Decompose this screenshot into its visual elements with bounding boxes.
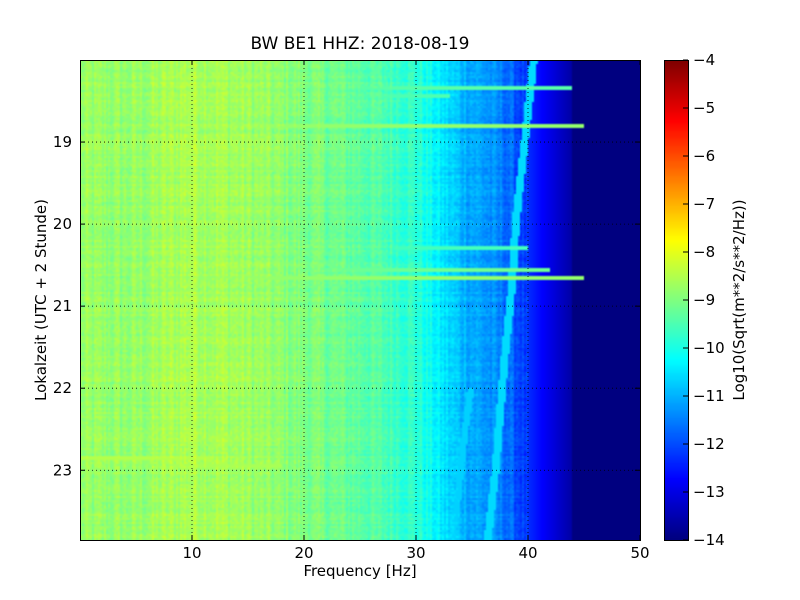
plot-frame [80, 60, 641, 541]
colorbar-tick-label: −12 [693, 435, 725, 453]
colorbar-tick-label: −9 [693, 291, 715, 309]
chart-title: BW BE1 HHZ: 2018-08-19 [250, 34, 470, 54]
y-tick-label: 22 [53, 379, 72, 397]
y-tick-label: 19 [53, 133, 72, 151]
colorbar-tick-label: −14 [693, 531, 725, 549]
grid-lines [80, 60, 640, 540]
x-axis-label: Frequency [Hz] [303, 562, 417, 580]
colorbar-ticks: −4 −5 −6 −7 −8 −9 −10 −11 −12 −13 −14 [683, 51, 725, 549]
y-tick-label: 20 [53, 215, 72, 233]
colorbar-tick-label: −13 [693, 483, 725, 501]
colorbar-tick-label: −8 [693, 243, 715, 261]
colorbar-tick-label: −4 [693, 51, 715, 69]
y-tick-label: 21 [53, 297, 72, 315]
colorbar-frame [664, 60, 689, 541]
spectrogram-heatmap [80, 60, 640, 540]
colorbar-tick-label: −11 [693, 387, 725, 405]
colorbar-tick-label: −7 [693, 195, 715, 213]
colorbar-tick-label: −5 [693, 99, 715, 117]
x-tick-label: 50 [630, 544, 649, 562]
colorbar-label: Log10(Sqrt(m**2/s**2/Hz)) [730, 199, 748, 401]
y-tick-label: 23 [53, 461, 72, 479]
colorbar-tick-label: −6 [693, 147, 715, 165]
x-tick-label: 40 [518, 544, 537, 562]
y-axis-label: Lokalzeit (UTC + 2 Stunde) [32, 199, 50, 401]
colorbar-tick-label: −10 [693, 339, 725, 357]
y-axis-ticks: 19 20 21 22 23 [53, 133, 640, 479]
x-tick-label: 10 [182, 544, 201, 562]
x-axis-ticks: 10 20 30 40 50 [182, 60, 650, 562]
x-tick-label: 20 [294, 544, 313, 562]
x-tick-label: 30 [406, 544, 425, 562]
